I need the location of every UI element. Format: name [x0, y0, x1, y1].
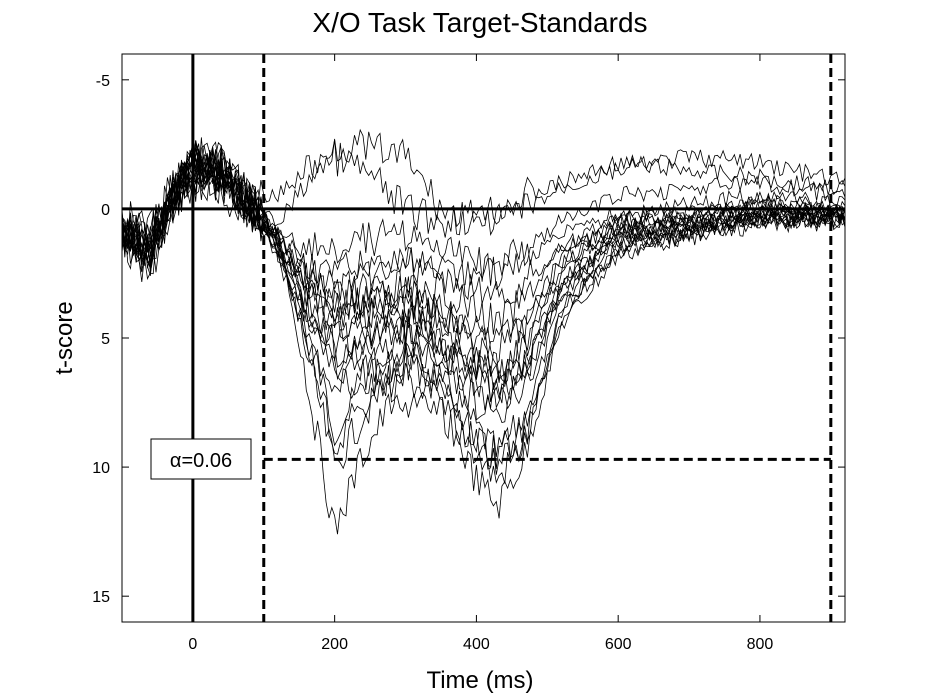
y-tick-label: 0: [101, 202, 110, 219]
series-line-19: [122, 142, 845, 404]
y-tick-label: 10: [92, 460, 110, 477]
chart-title: X/O Task Target-Standards: [312, 7, 647, 38]
series-line-14: [122, 144, 845, 411]
x-tick-label: 0: [188, 636, 197, 653]
series-line-7: [122, 128, 845, 265]
x-tick-label: 800: [747, 636, 774, 653]
x-axis-label: Time (ms): [426, 667, 533, 694]
x-tick-label: 200: [321, 636, 348, 653]
series-line-18: [122, 144, 845, 381]
series-line-16: [122, 140, 845, 423]
y-tick-label: -5: [96, 73, 110, 90]
x-tick-label: 400: [463, 636, 490, 653]
y-axis: -5 0 5 10 15: [92, 73, 845, 606]
reference-lines: [122, 54, 845, 622]
y-tick-label: 5: [101, 331, 110, 348]
alpha-annotation-text: α=0.06: [170, 450, 232, 472]
x-axis: 0 200 400 600 800: [188, 54, 773, 653]
series-line-8: [122, 147, 845, 470]
alpha-annotation: α=0.06: [150, 438, 252, 480]
x-tick-label: 600: [605, 636, 632, 653]
alpha-annotation-box: [150, 438, 252, 480]
y-tick-label: 15: [92, 589, 110, 606]
y-axis-label: t-score: [51, 301, 78, 374]
